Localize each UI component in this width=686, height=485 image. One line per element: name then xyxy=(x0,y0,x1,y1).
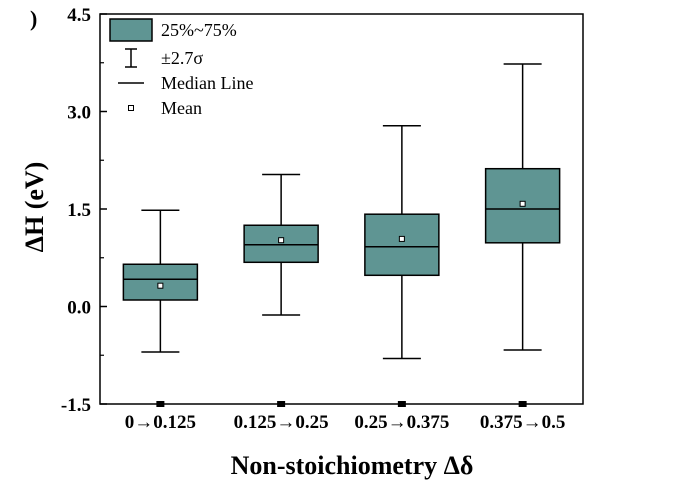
legend-item-median: Median Line xyxy=(118,73,253,93)
y-tick-label: 1.5 xyxy=(67,200,91,221)
legend-mean-swatch xyxy=(128,105,134,111)
x-tick-label: 0.25→0.375 xyxy=(354,412,449,433)
legend-item-whisker: ±2.7σ xyxy=(125,48,203,68)
legend-box-swatch xyxy=(109,18,153,42)
x-tick-mark xyxy=(518,401,527,407)
box-group-1 xyxy=(122,209,199,353)
y-tick-label: 0.0 xyxy=(67,298,91,319)
x-tick-mark xyxy=(156,401,165,407)
iqr-box xyxy=(243,224,319,264)
y-tick-label: 4.5 xyxy=(67,5,91,26)
x-tick-mark xyxy=(277,401,286,407)
x-tick-label: 0.375→0.5 xyxy=(480,412,566,433)
iqr-box xyxy=(364,213,440,277)
legend-label: Median Line xyxy=(161,73,253,93)
mean-marker xyxy=(157,282,164,289)
x-axis-title: Non-stoichiometry Δδ xyxy=(231,451,474,480)
legend-label: 25%~75% xyxy=(161,20,237,40)
mean-marker xyxy=(278,237,285,244)
x-tick-mark xyxy=(397,401,406,407)
x-tick-label: 0.125→0.25 xyxy=(234,412,329,433)
box-group-2 xyxy=(243,173,319,316)
legend-label: ±2.7σ xyxy=(161,48,203,68)
legend-item-box: 25%~75% xyxy=(109,18,237,42)
mean-marker xyxy=(398,235,405,242)
x-tick-label: 0→0.125 xyxy=(125,412,196,433)
y-axis-title: ΔH (eV) xyxy=(20,162,49,253)
panel-label: ) xyxy=(30,6,37,31)
mean-marker xyxy=(519,200,526,207)
box-group-3 xyxy=(364,125,440,360)
y-tick-label: -1.5 xyxy=(61,395,91,416)
y-tick-label: 3.0 xyxy=(67,103,91,124)
iqr-box xyxy=(122,263,199,301)
legend-item-mean: Mean xyxy=(128,98,202,118)
legend-label: Mean xyxy=(161,98,202,118)
box-group-4 xyxy=(484,63,561,351)
